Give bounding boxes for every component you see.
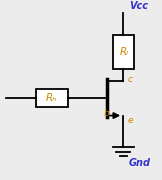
FancyBboxPatch shape xyxy=(113,35,134,69)
Text: Vcc: Vcc xyxy=(129,1,148,11)
Text: Gnd: Gnd xyxy=(129,158,151,168)
Text: c: c xyxy=(127,75,132,84)
Text: Rₗ: Rₗ xyxy=(119,47,128,57)
Text: b: b xyxy=(103,109,109,118)
Text: Rₕ: Rₕ xyxy=(46,93,58,103)
FancyBboxPatch shape xyxy=(36,89,68,107)
Text: e: e xyxy=(127,116,133,125)
